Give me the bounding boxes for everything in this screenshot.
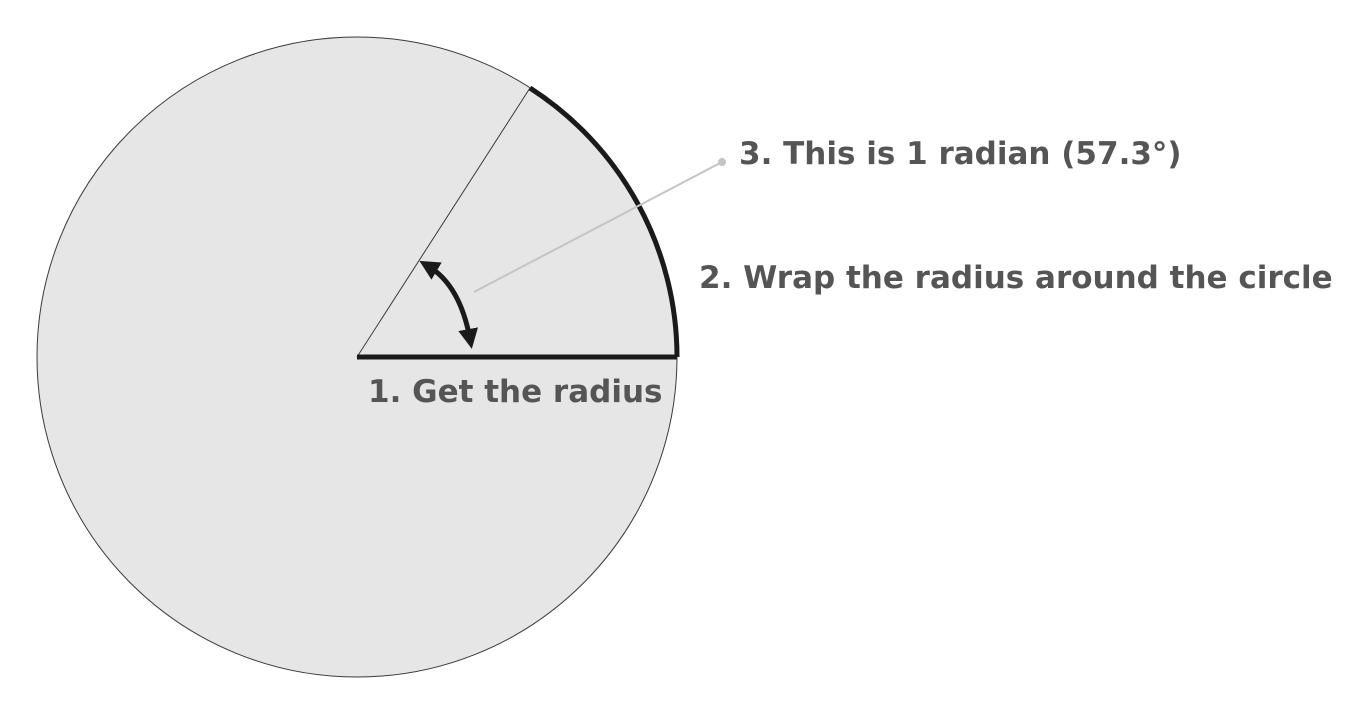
- angled-radius-line: [356, 87, 531, 358]
- step3-label: 3. This is 1 radian (57.3°): [739, 136, 1182, 172]
- arc-length: [528, 85, 680, 358]
- leader-dot: [718, 158, 726, 166]
- step1-label: 1. Get the radius: [368, 374, 662, 410]
- angle-arrow: [419, 260, 479, 349]
- leader-line: [473, 161, 723, 293]
- step2-label: 2. Wrap the radius around the circle: [699, 260, 1333, 296]
